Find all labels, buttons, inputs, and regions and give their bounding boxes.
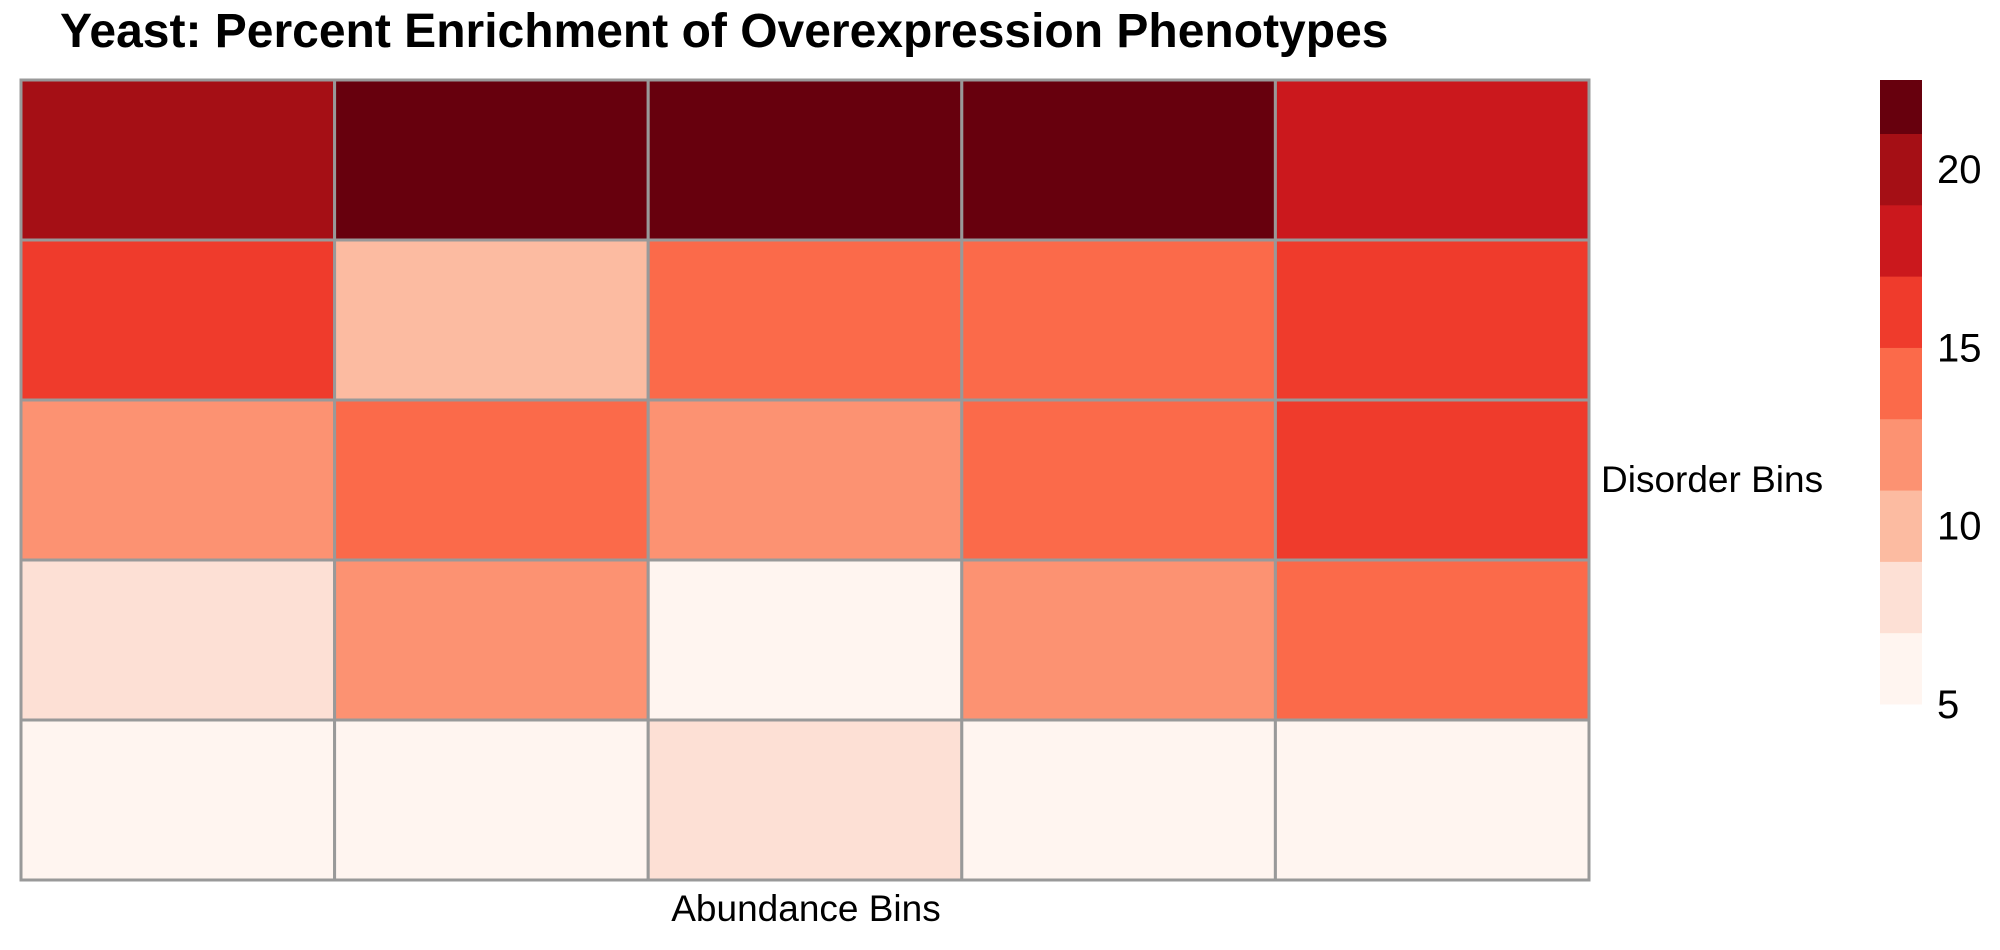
legend-color-bin-8 (1880, 133, 1922, 206)
heatmap-cell-r3-c5 (1273, 398, 1591, 562)
heatmap-cell-r5-c2 (333, 718, 650, 882)
x-axis-label: Abundance Bins (671, 888, 940, 929)
color-legend: 5 10 15 20 (1880, 80, 1982, 727)
legend-color-bin-2 (1880, 561, 1922, 634)
heatmap-cell-r5-c3 (646, 718, 964, 882)
legend-color-bin-4 (1880, 418, 1922, 491)
heatmap-cell-r5-c4 (960, 718, 1277, 882)
heatmap-cell-r2-c4 (960, 238, 1277, 402)
heatmap-cell-r2-c3 (646, 238, 964, 402)
heatmap-cell-r1-c2 (333, 78, 650, 242)
heatmap-cell-r4-c5 (1273, 558, 1591, 722)
heatmap-cell-r2-c2 (333, 238, 650, 402)
heatmap-cell-r1-c1 (19, 78, 337, 242)
heatmap-cell-r1-c4 (960, 78, 1277, 242)
legend-tick-label: 10 (1937, 505, 1982, 549)
chart-title: Yeast: Percent Enrichment of Overexpress… (60, 5, 1388, 58)
heatmap-cell-r5-c5 (1273, 718, 1591, 882)
heatmap-cell-r2-c1 (19, 238, 337, 402)
legend-tick-label: 5 (1937, 683, 1959, 727)
heatmap-cell-r4-c1 (19, 558, 337, 722)
legend-color-bin-7 (1880, 204, 1922, 277)
heatmap-cell-r4-c2 (333, 558, 650, 722)
heatmap-cell-r3-c3 (646, 398, 964, 562)
legend-color-bin-5 (1880, 347, 1922, 420)
legend-tick-label: 15 (1937, 326, 1982, 370)
heatmap-cell-r3-c4 (960, 398, 1277, 562)
legend-color-bin-6 (1880, 276, 1922, 348)
legend-color-bin-9 (1880, 80, 1922, 134)
heatmap-cell-r4-c4 (960, 558, 1277, 722)
heatmap-cell-r1-c3 (646, 78, 964, 242)
heatmap-cell-r5-c1 (19, 718, 337, 882)
heatmap-cell-r3-c1 (19, 398, 337, 562)
heatmap-cell-r2-c5 (1273, 238, 1591, 402)
heatmap-cell-r1-c5 (1273, 78, 1591, 242)
y-axis-label: Disorder Bins (1601, 459, 1823, 500)
heatmap-grid (19, 78, 1591, 882)
legend-tick-label: 20 (1937, 148, 1982, 192)
legend-color-bin-3 (1880, 490, 1922, 562)
heatmap-cell-r4-c3 (646, 558, 964, 722)
heatmap-cell-r3-c2 (333, 398, 650, 562)
legend-color-bin-1 (1880, 632, 1922, 705)
